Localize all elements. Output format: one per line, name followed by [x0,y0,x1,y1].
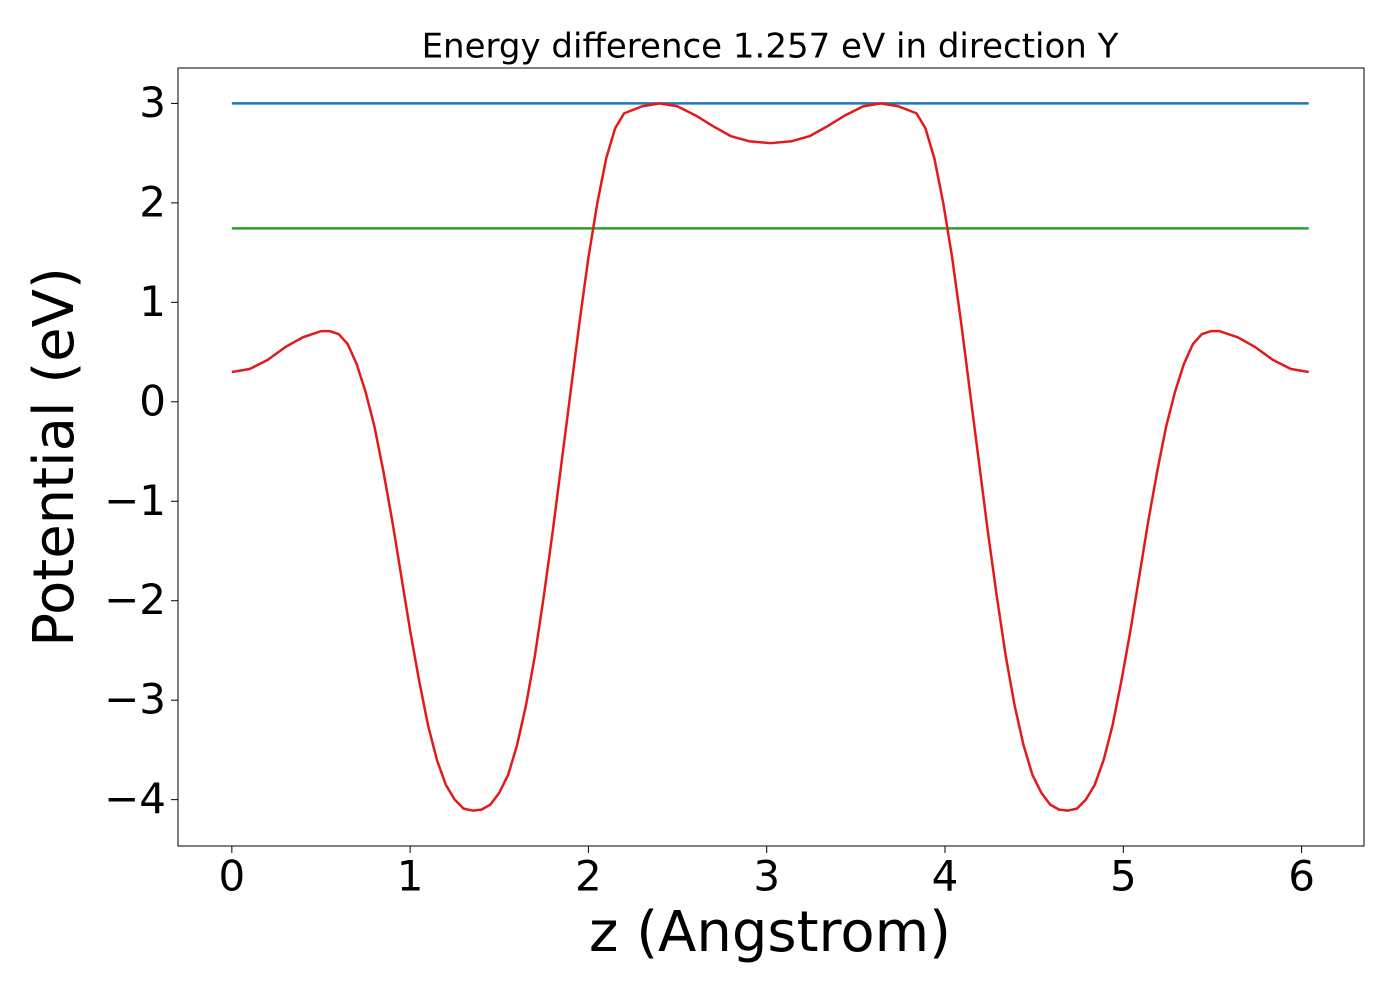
x-tick-label: 6 [1288,852,1315,901]
x-tick-label: 2 [575,852,602,901]
y-tick-label: 3 [139,78,166,127]
line-series [231,102,1309,812]
x-tick-label: 5 [1110,852,1137,901]
x-tick-label: 1 [397,852,424,901]
y-tick-label: −4 [104,774,166,823]
y-tick-label: −3 [104,675,166,724]
y-tick-label: −1 [104,476,166,525]
chart-title: Energy difference 1.257 eV in direction … [422,27,1119,67]
x-tick-label: 4 [932,852,959,901]
y-tick-label: −2 [104,575,166,624]
y-axis-label: Potential (eV) [22,267,87,647]
y-tick-label: 2 [139,177,166,226]
x-axis-label: z (Angstrom) [589,900,951,965]
x-tick-label: 0 [218,852,245,901]
y-tick-label: 0 [139,376,166,425]
y-tick-label: 1 [139,277,166,326]
plot-frame [177,67,1365,847]
x-tick-label: 3 [753,852,780,901]
